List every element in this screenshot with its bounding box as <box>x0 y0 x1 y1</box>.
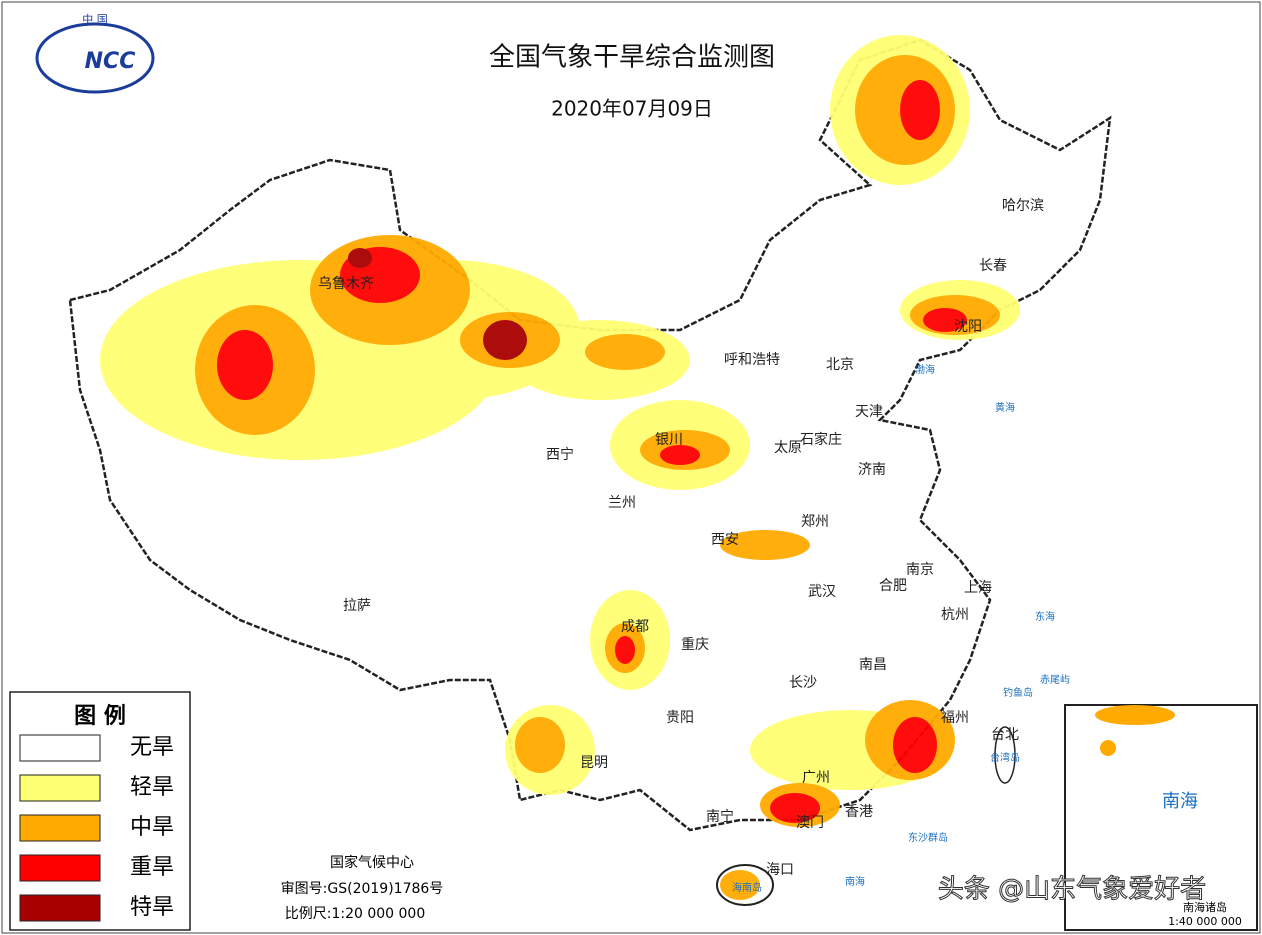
taiwan-outline <box>994 726 1016 784</box>
drought-extreme <box>348 248 372 268</box>
drought-severe <box>615 636 635 664</box>
drought-moderate <box>720 870 760 900</box>
place-label: 赤尾屿 <box>1040 674 1070 686</box>
inset-sea: 南海 <box>1162 791 1198 812</box>
city-label: 澳门 <box>796 815 824 831</box>
legend-label: 轻旱 <box>130 775 174 800</box>
drought-moderate <box>720 530 810 560</box>
legend-label: 无旱 <box>130 735 174 760</box>
drought-severe <box>893 717 937 773</box>
city-label: 拉萨 <box>343 598 371 614</box>
city-label: 银川 <box>655 432 683 448</box>
city-label: 哈尔滨 <box>1002 198 1044 214</box>
drought-severe <box>770 793 820 823</box>
city-label: 上海 <box>964 580 992 596</box>
logo-top: 中 国 <box>82 13 108 26</box>
inset-scale: 1:40 000 000 <box>1168 915 1242 928</box>
cities: 乌鲁木齐 呼和浩特 北京 天津 石家庄 太原 济南 银川 西宁 兰州 西安 郑州… <box>318 198 1044 878</box>
city-label: 杭州 <box>941 607 969 623</box>
agency: 国家气候中心 <box>330 854 414 871</box>
city-label: 海口 <box>766 862 794 878</box>
logo-text: NCC <box>85 49 136 74</box>
city-label: 成都 <box>621 619 649 635</box>
drought-moderate <box>515 717 565 773</box>
city-label: 乌鲁木齐 <box>318 276 374 292</box>
city-label: 兰州 <box>608 495 636 511</box>
city-label: 武汉 <box>808 584 836 600</box>
city-label: 香港 <box>845 804 873 820</box>
inset-label: 南海诸岛 <box>1183 900 1227 914</box>
watermark: 头条 @山东气象爱好者 <box>938 875 1206 905</box>
city-label: 南京 <box>906 562 934 578</box>
legend-swatch <box>19 814 101 842</box>
drought-severe <box>217 330 273 400</box>
legend-box <box>9 691 191 931</box>
legend-label: 重旱 <box>130 855 174 880</box>
drought-severe <box>660 445 700 465</box>
place-label: 钓鱼岛 <box>1003 686 1033 699</box>
city-label: 昆明 <box>580 755 608 771</box>
city-label: 福州 <box>941 710 969 726</box>
place-label: 台湾岛 <box>990 751 1020 764</box>
legend-title: 图 例 <box>74 704 126 729</box>
place-label: 黄海 <box>995 401 1015 414</box>
city-label: 广州 <box>802 770 830 786</box>
city-label: 呼和浩特 <box>724 352 780 368</box>
place-label: 南海 <box>845 875 865 888</box>
city-label: 台北 <box>991 727 1019 743</box>
country-outline <box>68 38 1112 832</box>
legend-swatch <box>19 774 101 802</box>
city-label: 重庆 <box>681 637 709 653</box>
city-label: 沈阳 <box>954 319 982 335</box>
city-label: 北京 <box>826 357 854 373</box>
date: 2020年07月09日 <box>551 97 713 121</box>
inset-box <box>1064 704 1258 931</box>
place-label: 海南岛 <box>732 881 762 894</box>
drought-areas <box>100 35 1020 900</box>
logo-ring <box>35 22 155 94</box>
place-label: 东沙群岛 <box>908 831 948 844</box>
places: 渤海 黄海 东海 南海 台湾岛 海南岛 东沙群岛 钓鱼岛 赤尾屿 <box>732 363 1070 894</box>
city-label: 天津 <box>855 404 883 420</box>
drought-severe <box>923 308 967 332</box>
inset-drought <box>1095 705 1175 725</box>
city-label: 西安 <box>711 532 739 548</box>
place-label: 渤海 <box>915 363 935 376</box>
drought-severe <box>900 80 940 140</box>
title: 全国气象干旱综合监测图 <box>489 43 775 73</box>
city-label: 南昌 <box>859 657 887 673</box>
city-label: 长沙 <box>789 675 817 691</box>
city-label: 长春 <box>979 258 1007 274</box>
city-label: 济南 <box>858 462 886 478</box>
map-scale: 比例尺:1:20 000 000 <box>285 906 426 922</box>
city-label: 西宁 <box>546 446 574 463</box>
city-label: 郑州 <box>801 514 829 530</box>
city-label: 贵阳 <box>666 710 694 726</box>
legend-label: 中旱 <box>130 815 174 840</box>
place-label: 东海 <box>1035 610 1055 623</box>
legend-label: 特旱 <box>130 895 174 920</box>
inset-drought <box>1100 740 1116 756</box>
city-label: 石家庄 <box>800 431 842 448</box>
logo: 中 国 NCC <box>35 13 155 94</box>
city-label: 太原 <box>774 440 802 456</box>
approval-number: 审图号:GS(2019)1786号 <box>281 881 444 897</box>
inset: 南海 南海诸岛 1:40 000 000 <box>1064 704 1258 931</box>
legend-swatch <box>19 734 101 762</box>
drought-moderate <box>585 334 665 370</box>
legend-swatch <box>19 894 101 922</box>
legend-swatch <box>19 854 101 882</box>
city-label: 南宁 <box>706 808 734 825</box>
drought-extreme <box>483 320 527 360</box>
city-label: 合肥 <box>879 578 907 594</box>
